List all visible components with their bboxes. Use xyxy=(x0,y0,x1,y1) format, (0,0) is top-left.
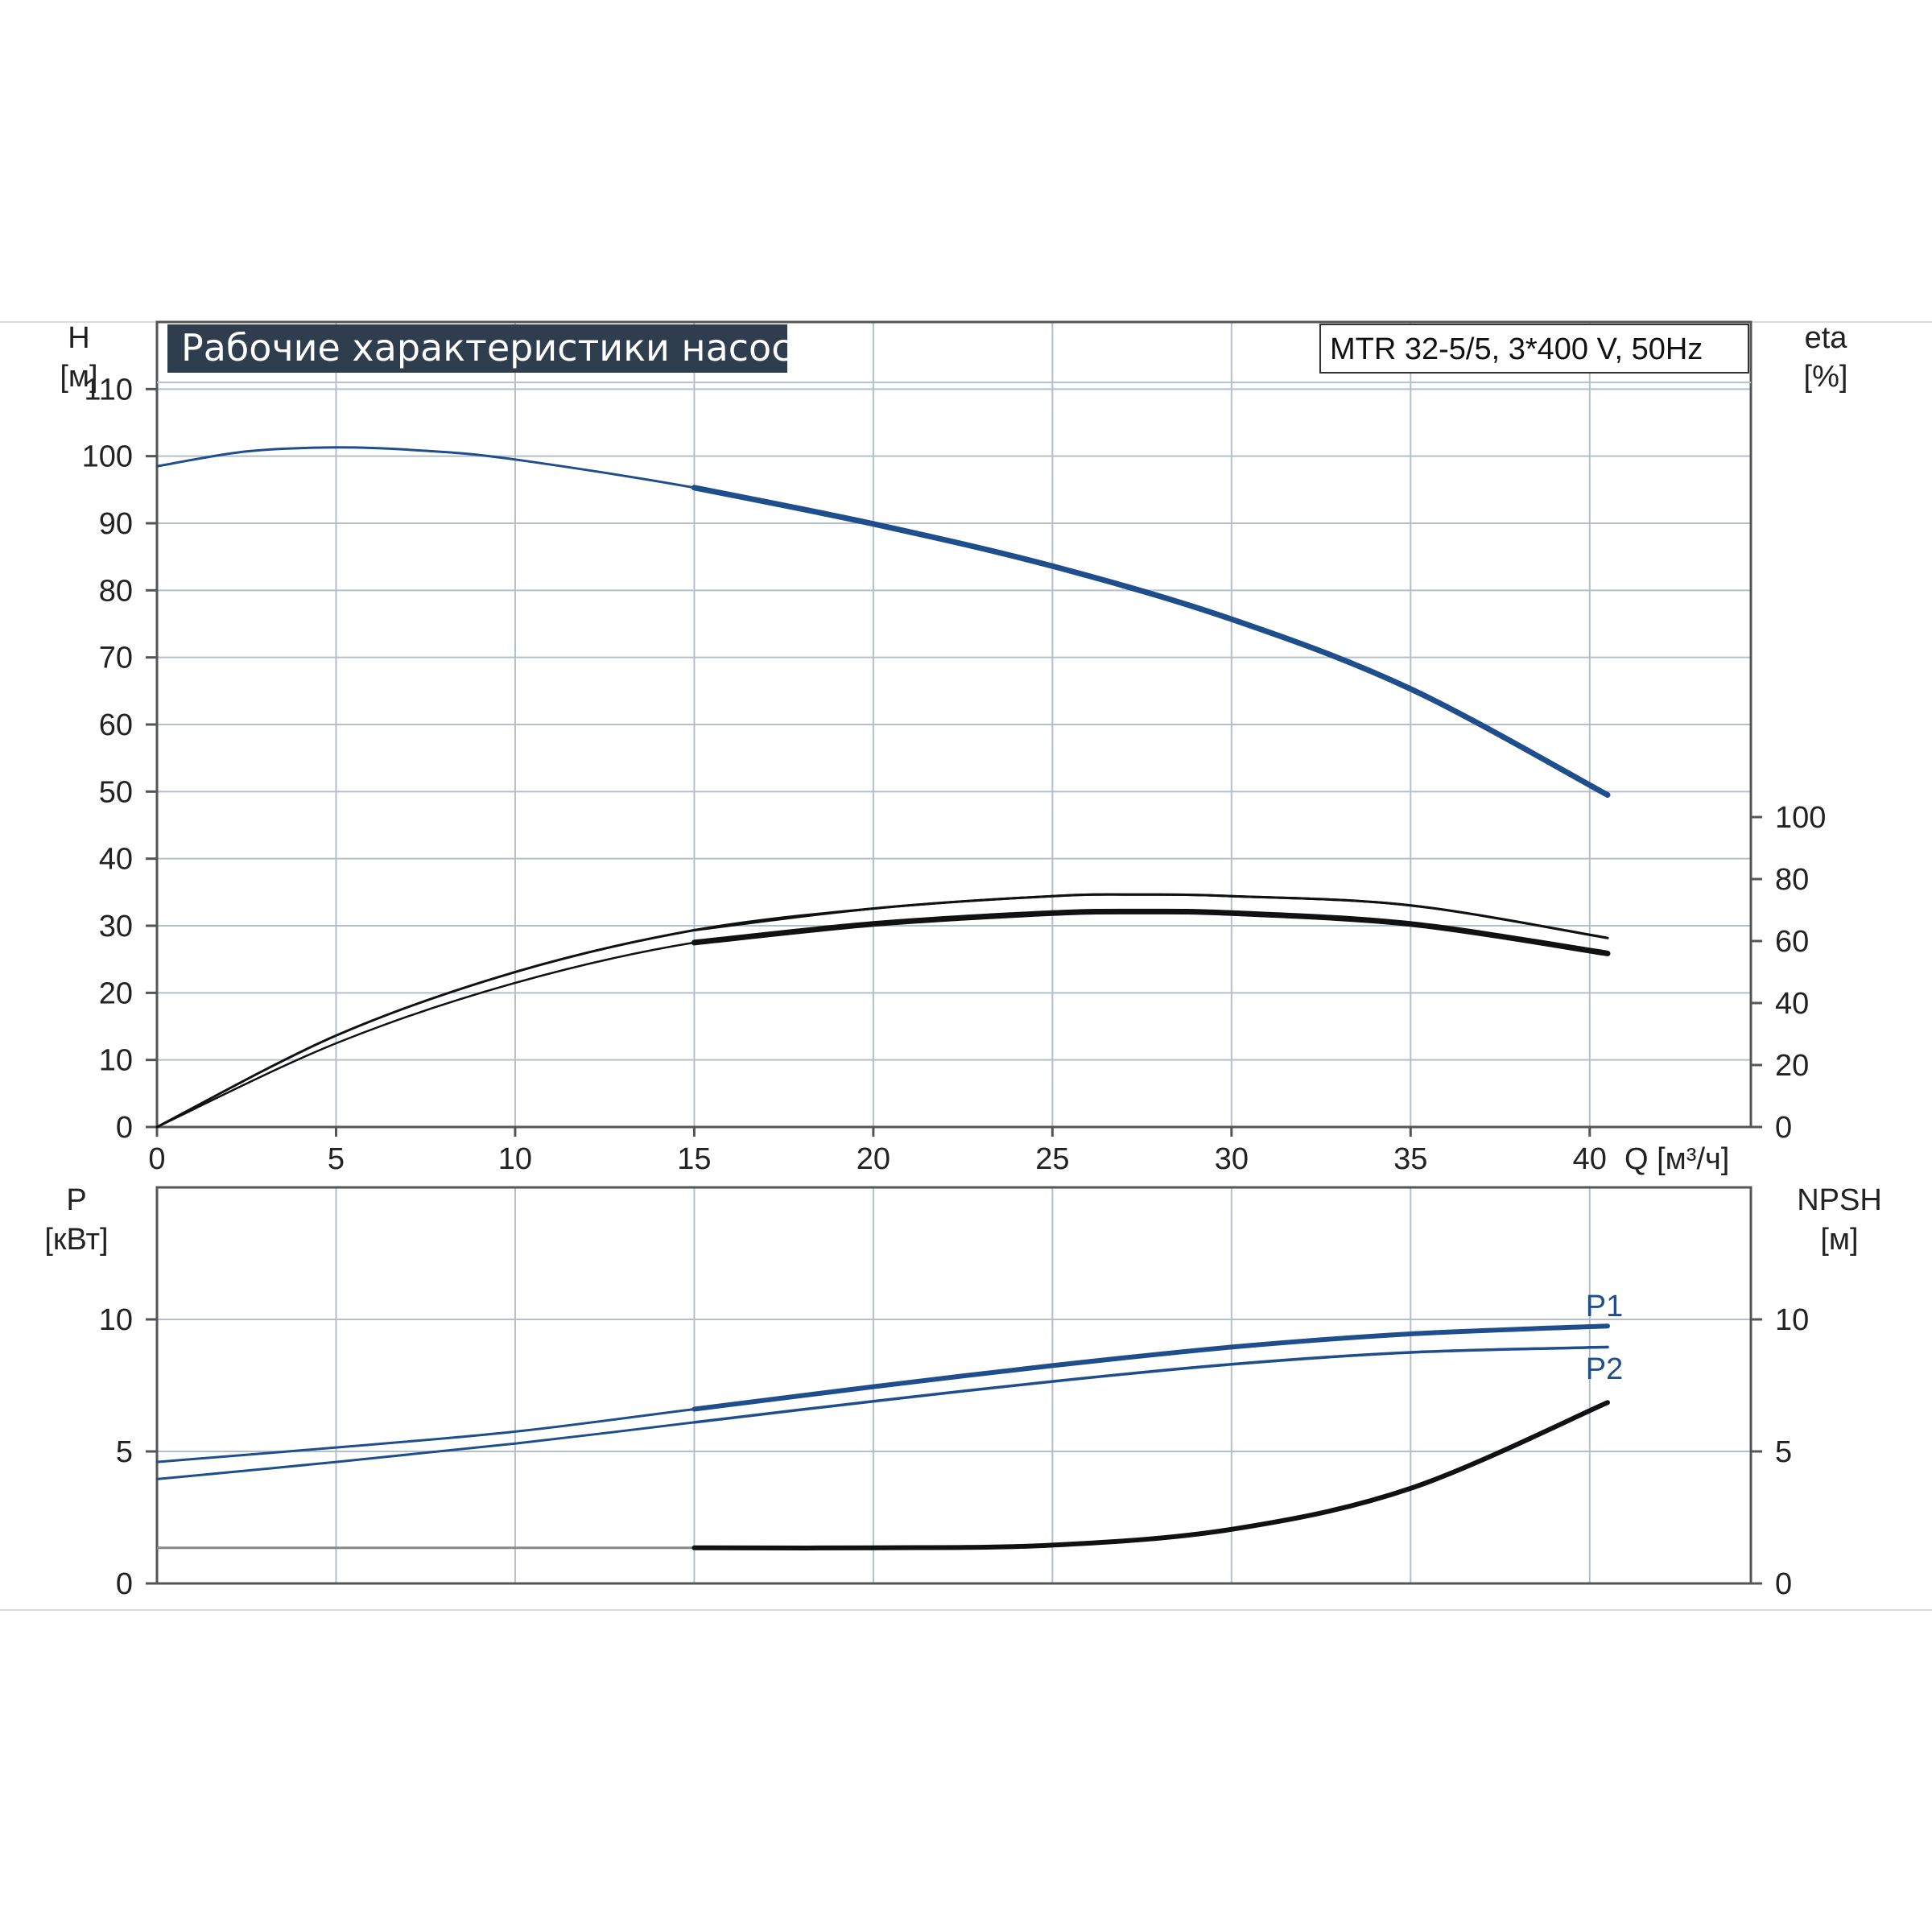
npsh-tick-label-10: 10 xyxy=(1775,1303,1809,1337)
h-tick-label-10: 10 xyxy=(99,1044,133,1078)
eta-tick-label-60: 60 xyxy=(1775,925,1809,959)
eta-tick-label-0: 0 xyxy=(1775,1111,1792,1145)
head-curve-duty-line xyxy=(691,485,1611,798)
x-tick-label-0: 0 xyxy=(148,1142,165,1176)
bottom-left-ticks: 0 5 10 xyxy=(99,1303,157,1601)
p-tick-label-5: 5 xyxy=(116,1435,133,1469)
p1-curve-label: P1 xyxy=(1586,1290,1623,1323)
p1-curve-duty-line xyxy=(691,1323,1610,1412)
top-x-ticks: 0 5 10 15 20 25 30 35 40 xyxy=(148,1127,1607,1176)
h-tick-label-40: 40 xyxy=(99,843,133,877)
npsh-axis-unit: [м] xyxy=(1820,1223,1858,1257)
p-axis-label: P xyxy=(66,1183,86,1217)
p-axis-unit: [кВт] xyxy=(44,1223,108,1257)
h-tick-label-70: 70 xyxy=(99,642,133,675)
model-box xyxy=(1319,324,1749,374)
eta-tick-label-100: 100 xyxy=(1775,801,1826,835)
npsh-tick-label-0: 0 xyxy=(1775,1567,1792,1601)
x-tick-label-10: 10 xyxy=(498,1142,532,1176)
p-tick-label-10: 10 xyxy=(99,1303,133,1337)
x-tick-label-20: 20 xyxy=(857,1142,890,1176)
x-tick-label-25: 25 xyxy=(1035,1142,1069,1176)
eta-curve-lower-duty-line xyxy=(691,908,1611,956)
p-tick-label-0: 0 xyxy=(116,1567,133,1601)
p1-curve-line xyxy=(155,1324,1609,1463)
p2-curve-line xyxy=(155,1345,1609,1480)
bottom-curves xyxy=(155,1323,1610,1550)
h-tick-label-60: 60 xyxy=(99,708,133,742)
top-curves xyxy=(155,446,1611,1129)
bottom-plot-frame xyxy=(155,1186,1752,1585)
eta-curve-upper-duty-line xyxy=(692,893,1609,939)
chart-title: Рабочие характеристики насоса xyxy=(181,326,815,369)
eta-axis-unit: [%] xyxy=(1804,360,1848,394)
x-tick-label-30: 30 xyxy=(1215,1142,1249,1176)
h-tick-label-50: 50 xyxy=(99,775,133,809)
eta-axis-label: eta xyxy=(1805,321,1848,355)
x-axis-label: Q [м³/ч] xyxy=(1624,1142,1729,1176)
h-tick-label-90: 90 xyxy=(99,507,133,541)
npsh-curve-duty-line xyxy=(691,1400,1610,1550)
eta-tick-label-20: 20 xyxy=(1775,1049,1809,1083)
x-tick-label-35: 35 xyxy=(1393,1142,1427,1176)
h-tick-label-30: 30 xyxy=(99,910,133,943)
npsh-tick-label-5: 5 xyxy=(1775,1435,1792,1469)
head-curve-line xyxy=(155,446,1609,796)
bottom-grid xyxy=(157,1187,1751,1583)
top-grid xyxy=(157,322,1751,1127)
h-tick-label-110: 110 xyxy=(84,373,133,407)
x-tick-label-15: 15 xyxy=(677,1142,711,1176)
h-axis-unit: [м] xyxy=(60,360,97,394)
top-right-ticks: 0 20 40 60 80 100 xyxy=(1751,801,1826,1145)
eta-tick-label-80: 80 xyxy=(1775,863,1809,897)
h-tick-label-20: 20 xyxy=(99,976,133,1010)
p2-curve-label: P2 xyxy=(1586,1352,1623,1386)
x-tick-label-40: 40 xyxy=(1573,1142,1607,1176)
bottom-panel: 0 5 10 0 5 10 P [кВт] NPSH [м] P1 P2 xyxy=(44,1183,1881,1601)
model-label: MTR 32-5/5, 3*400 V, 50Hz xyxy=(1330,332,1703,366)
top-left-ticks: 0 10 20 30 40 50 60 70 80 90 100 110 xyxy=(82,373,157,1145)
eta-curve-upper-line xyxy=(155,893,1609,1129)
eta-tick-label-40: 40 xyxy=(1775,987,1809,1021)
h-tick-label-100: 100 xyxy=(82,440,133,474)
h-tick-label-80: 80 xyxy=(99,574,133,608)
x-tick-label-5: 5 xyxy=(328,1142,345,1176)
bottom-right-ticks: 0 5 10 xyxy=(1751,1303,1809,1601)
p2-curve-duty-line xyxy=(692,1345,1609,1424)
npsh-axis-label: NPSH xyxy=(1797,1183,1882,1217)
h-axis-label: H xyxy=(68,321,89,355)
title-box xyxy=(167,324,787,373)
h-tick-label-0: 0 xyxy=(116,1111,133,1145)
